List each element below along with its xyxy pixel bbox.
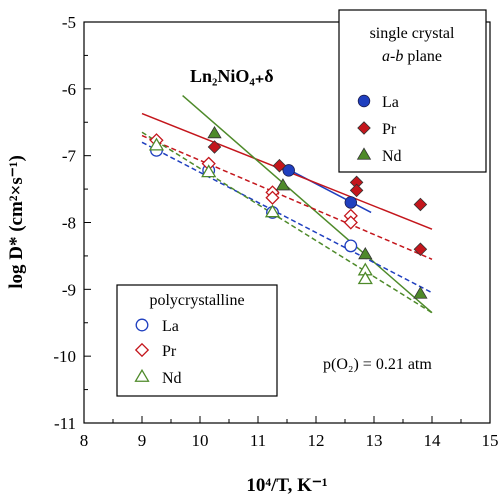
y-tick-label-2: -9 (62, 280, 76, 299)
legend-single-crystal-subtitle: a-b plane (382, 48, 442, 65)
y-tick-label-4: -7 (62, 147, 77, 166)
data-point-nd-poly-2 (264, 204, 281, 218)
fit-line-la-poly (141, 141, 433, 294)
x-tick-label-1: 9 (138, 431, 147, 450)
legend-single-marker-la (357, 94, 371, 108)
fit-line-nd-single (182, 94, 433, 314)
legend-single-crystal-title: single crystal (370, 25, 455, 42)
data-point-pr-single-3 (349, 183, 364, 198)
data-point-pr-single-0 (207, 140, 222, 154)
x-tick-label-7: 15 (482, 431, 499, 450)
legend-poly-marker-la (135, 318, 149, 332)
legend-poly-label-nd: Nd (162, 370, 182, 387)
data-point-pr-poly-5 (343, 215, 358, 230)
oxygen-pressure-annotation: p(O₂) = 0.21 atm (323, 356, 432, 373)
data-point-nd-single-1 (275, 178, 291, 191)
data-point-nd-single-0 (207, 126, 222, 139)
data-point-pr-single-5 (413, 242, 428, 256)
legend-poly-label-la: La (162, 318, 179, 335)
data-point-nd-single-3 (413, 286, 428, 299)
y-axis-ticks: -11 -10 -9 -8 -7 -6 -5 (53, 13, 91, 433)
x-tick-label-2: 10 (192, 431, 209, 450)
y-tick-label-6: -5 (62, 13, 76, 32)
legend-single-crystal-box (338, 9, 487, 173)
x-tick-label-5: 13 (366, 431, 383, 450)
y-tick-label-3: -8 (62, 214, 76, 233)
x-tick-label-6: 14 (424, 431, 442, 450)
data-point-pr-single-4 (413, 197, 428, 212)
legend-poly-marker-nd (134, 368, 150, 382)
data-point-nd-poly-0 (148, 137, 165, 151)
data-point-nd-poly-1 (201, 164, 217, 178)
legend-poly-markers (134, 318, 150, 382)
data-point-pr-poly-3 (265, 190, 280, 205)
y-tick-label-5: -6 (62, 80, 76, 99)
legend-single-label-la: La (382, 94, 399, 111)
data-point-la-single-1 (344, 196, 358, 209)
x-tick-label-3: 11 (250, 431, 266, 450)
x-axis-ticks: 8 9 10 11 12 13 14 15 (80, 416, 499, 450)
y-tick-label-1: -10 (53, 347, 76, 366)
legend-poly-marker-pr (134, 342, 150, 358)
legend-single-marker-pr (357, 121, 371, 135)
legend-single-label-pr: Pr (382, 121, 397, 138)
x-tick-label-4: 12 (308, 431, 325, 450)
y-tick-label-0: -11 (54, 414, 76, 433)
data-point-nd-poly-4 (357, 271, 373, 285)
data-point-pr-single-1 (272, 158, 287, 173)
x-tick-label-0: 8 (80, 431, 89, 450)
legend-single-marker-nd (356, 147, 372, 160)
legend-poly-label-pr: Pr (162, 343, 177, 360)
fit-line-pr-poly (141, 134, 433, 260)
data-point-la-single-0 (282, 164, 295, 177)
legend-polycrystalline: polycrystalline La Pr Nd (116, 284, 278, 397)
data-point-nd-single-2 (358, 246, 373, 260)
legend-single-markers (356, 94, 372, 160)
legend-polycrystalline-title: polycrystalline (149, 292, 244, 309)
y-axis-label: log D* (cm²×s⁻¹) (6, 155, 27, 289)
chart-title: Ln₂NiO₄₊δ (190, 66, 274, 86)
legend-single-label-nd: Nd (382, 148, 402, 165)
data-markers (148, 126, 428, 299)
data-point-la-poly-3 (344, 239, 358, 253)
fit-line-nd-poly (141, 131, 433, 314)
legend-single-crystal: single crystal a-b plane La Pr Nd (338, 9, 487, 173)
x-axis-label: 10⁴/T, K⁻¹ (246, 475, 327, 496)
